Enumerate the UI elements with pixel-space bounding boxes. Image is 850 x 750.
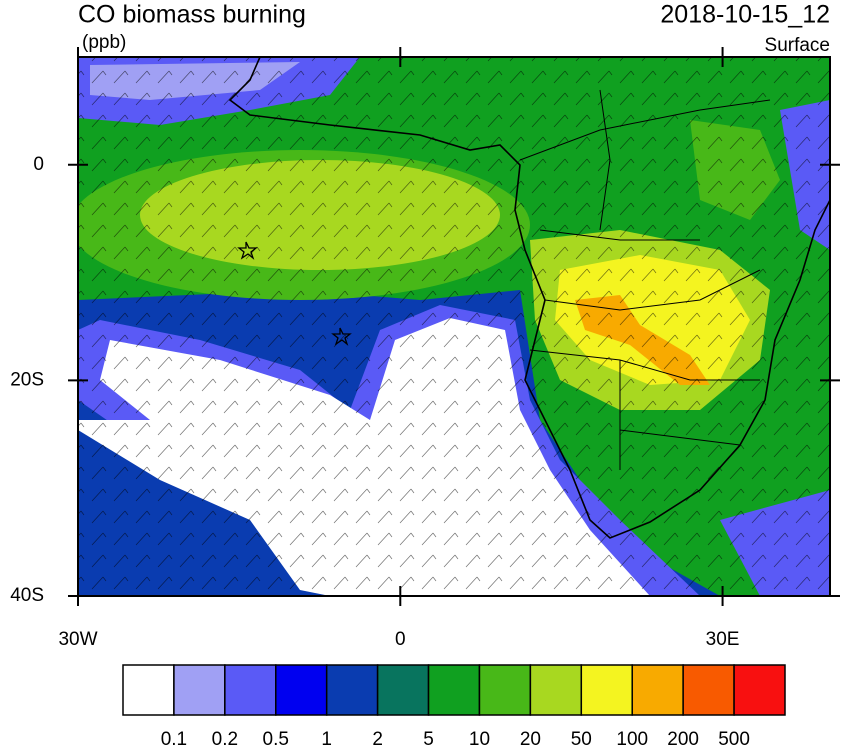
site-marker: [331, 327, 352, 346]
colorbar-label: 1: [321, 729, 332, 750]
colorbar-label: 2: [372, 729, 383, 750]
x-tick-label: 30W: [58, 629, 97, 650]
colorbar-box: [122, 664, 175, 716]
colorbar-box: [275, 664, 328, 716]
colorbar-label: 10: [469, 729, 490, 750]
colorbar-box: [173, 664, 226, 716]
colorbar-label: 500: [718, 729, 750, 750]
time: 2018-10-15_12: [660, 1, 830, 29]
colorbar-box: [580, 664, 633, 716]
colorbar-label: 20: [520, 729, 541, 750]
colorbar-box: [427, 664, 481, 716]
level: Surface: [765, 35, 830, 56]
colorbar-label: 5: [423, 729, 434, 750]
x-tick-label: 0: [395, 629, 406, 650]
colorbar-label: 0.1: [161, 729, 187, 750]
colorbar-label: 200: [667, 729, 699, 750]
colorbar-box: [529, 664, 583, 716]
colorbar-label: 0.2: [212, 729, 238, 750]
y-tick-label: 20S: [10, 369, 44, 390]
colorbar-label: 0.5: [263, 729, 289, 750]
colorbar-box: [325, 664, 379, 716]
colorbar-box: [224, 664, 277, 716]
colorbar-box: [376, 664, 430, 716]
units: (ppb): [82, 32, 126, 53]
colorbar-box: [682, 664, 735, 716]
colorbar-label: 50: [571, 729, 592, 750]
colorbar-label: 100: [616, 729, 648, 750]
colorbar-box: [733, 664, 786, 716]
y-tick-label: 40S: [10, 585, 44, 606]
title: CO biomass burning: [78, 1, 306, 29]
field: [78, 57, 830, 596]
map-frame: [77, 56, 831, 597]
x-tick-label: 30E: [706, 629, 740, 650]
site-marker: [237, 241, 258, 260]
colorbar-box: [631, 664, 684, 716]
y-tick-label: 0: [33, 154, 44, 175]
colorbar-box: [478, 664, 532, 716]
